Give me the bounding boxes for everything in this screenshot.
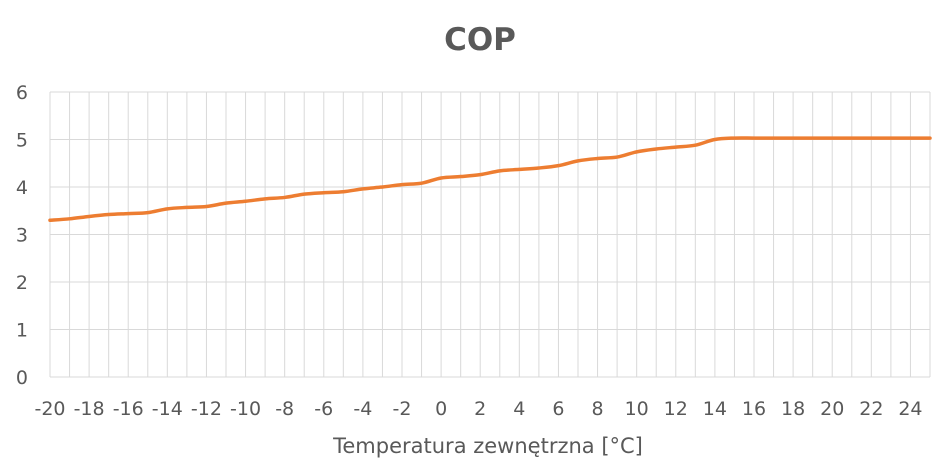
x-tick-label: 0 [435, 398, 447, 420]
y-tick-label: 3 [16, 225, 28, 247]
y-tick-label: 1 [16, 320, 28, 342]
cop-series-line [48, 136, 932, 222]
x-tick-label: 16 [742, 398, 766, 420]
chart-title: COP [444, 22, 516, 58]
y-tick-label: 2 [16, 272, 28, 294]
series [48, 136, 932, 222]
x-tick-label: 10 [625, 398, 649, 420]
x-tick-label: 8 [592, 398, 604, 420]
x-tick-label: 18 [781, 398, 805, 420]
y-axis-ticks: 0 1 2 3 4 5 6 [16, 82, 28, 389]
x-tick-label: -14 [152, 398, 183, 420]
x-tick-label: -6 [314, 398, 333, 420]
x-axis-label: Temperatura zewnętrzna [°C] [332, 434, 643, 458]
x-tick-label: -4 [353, 398, 372, 420]
x-tick-label: 6 [552, 398, 564, 420]
y-tick-label: 0 [16, 367, 28, 389]
x-tick-label: -8 [275, 398, 294, 420]
x-tick-label: 14 [703, 398, 727, 420]
x-tick-label: 20 [820, 398, 844, 420]
x-tick-label: 22 [859, 398, 883, 420]
x-tick-label: -10 [230, 398, 261, 420]
x-tick-label: -20 [34, 398, 65, 420]
y-tick-label: 5 [16, 130, 28, 152]
x-tick-label: -16 [113, 398, 144, 420]
y-tick-label: 6 [16, 82, 28, 104]
x-tick-label: -12 [191, 398, 222, 420]
x-tick-label: 24 [898, 398, 922, 420]
x-tick-label: 12 [664, 398, 688, 420]
x-tick-label: 2 [474, 398, 486, 420]
y-tick-label: 4 [16, 177, 28, 199]
x-tick-label: 4 [513, 398, 525, 420]
grid [49, 91, 931, 378]
x-tick-label: -18 [74, 398, 105, 420]
x-tick-label: -2 [393, 398, 412, 420]
x-axis-ticks: -20 -18 -16 -14 -12 -10 -8 -6 -4 -2 0 2 4 6 8 10 12 14 16 1… [34, 398, 922, 420]
